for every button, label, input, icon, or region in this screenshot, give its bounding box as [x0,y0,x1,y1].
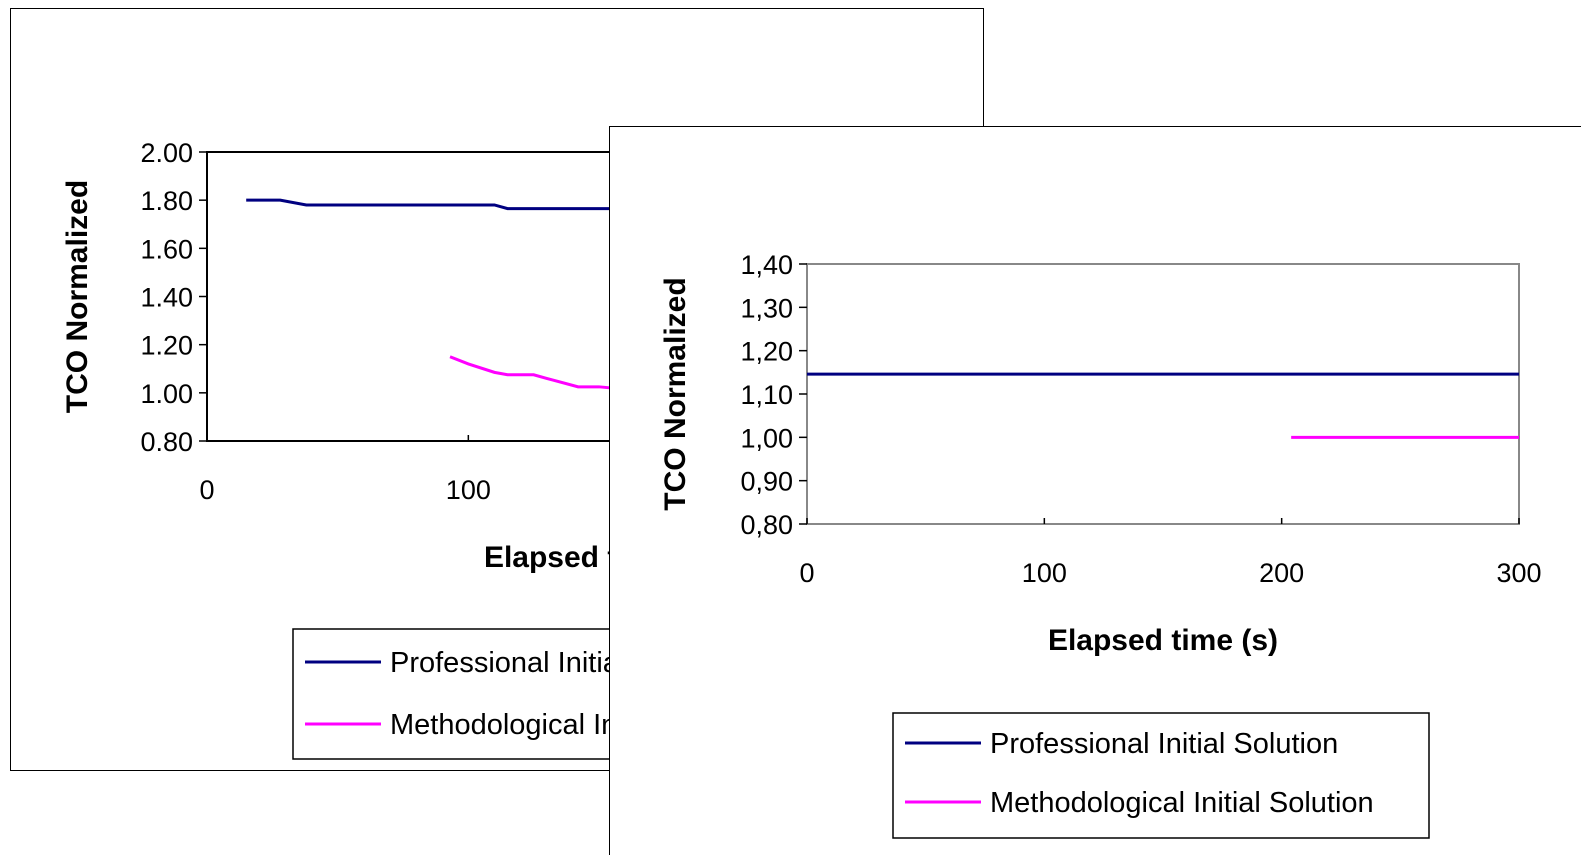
chart-svg-front: 0,80 0,90 1,00 1,10 1,20 1,30 1,40 0 100 200 300 TC… [659,250,1542,839]
x-tick-label: 100 [1022,558,1067,588]
chart-panel-front: 0,80 0,90 1,00 1,10 1,20 1,30 1,40 0 100 200 300 TC… [609,126,1581,855]
y-tick-label: 1,20 [740,337,793,367]
x-tick-label: 200 [1259,558,1304,588]
x-tick-label: 300 [1496,558,1541,588]
x-tick-label: 0 [799,558,814,588]
legend-box [892,712,1430,839]
y-tick-label: 1,30 [740,293,793,323]
y-axis-title: TCO Normalized [61,180,94,413]
y-tick-label: 1.00 [140,379,193,409]
y-tick-label: 2.00 [140,138,193,168]
y-tick-label: 1,00 [740,423,793,453]
x-tick-label: 100 [446,475,491,505]
y-tick-label: 0,90 [740,467,793,497]
legend-label: Methodological Initial Solution [990,787,1374,819]
x-tick-label: 0 [199,475,214,505]
y-tick-label: 1.20 [140,331,193,361]
y-tick-label: 0.80 [140,427,193,457]
y-tick-label: 1.80 [140,186,193,216]
y-tick-label: 1,40 [740,250,793,280]
y-tick-label: 0,80 [740,510,793,540]
y-axis-title: TCO Normalized [659,277,692,510]
y-tick-label: 1.60 [140,234,193,264]
y-tick-label: 1,10 [740,380,793,410]
legend-label: Professional Initial Solution [990,728,1338,760]
plot-area [806,263,1520,525]
x-axis-title: Elapsed time (s) [1048,624,1278,657]
y-tick-label: 1.40 [140,283,193,313]
